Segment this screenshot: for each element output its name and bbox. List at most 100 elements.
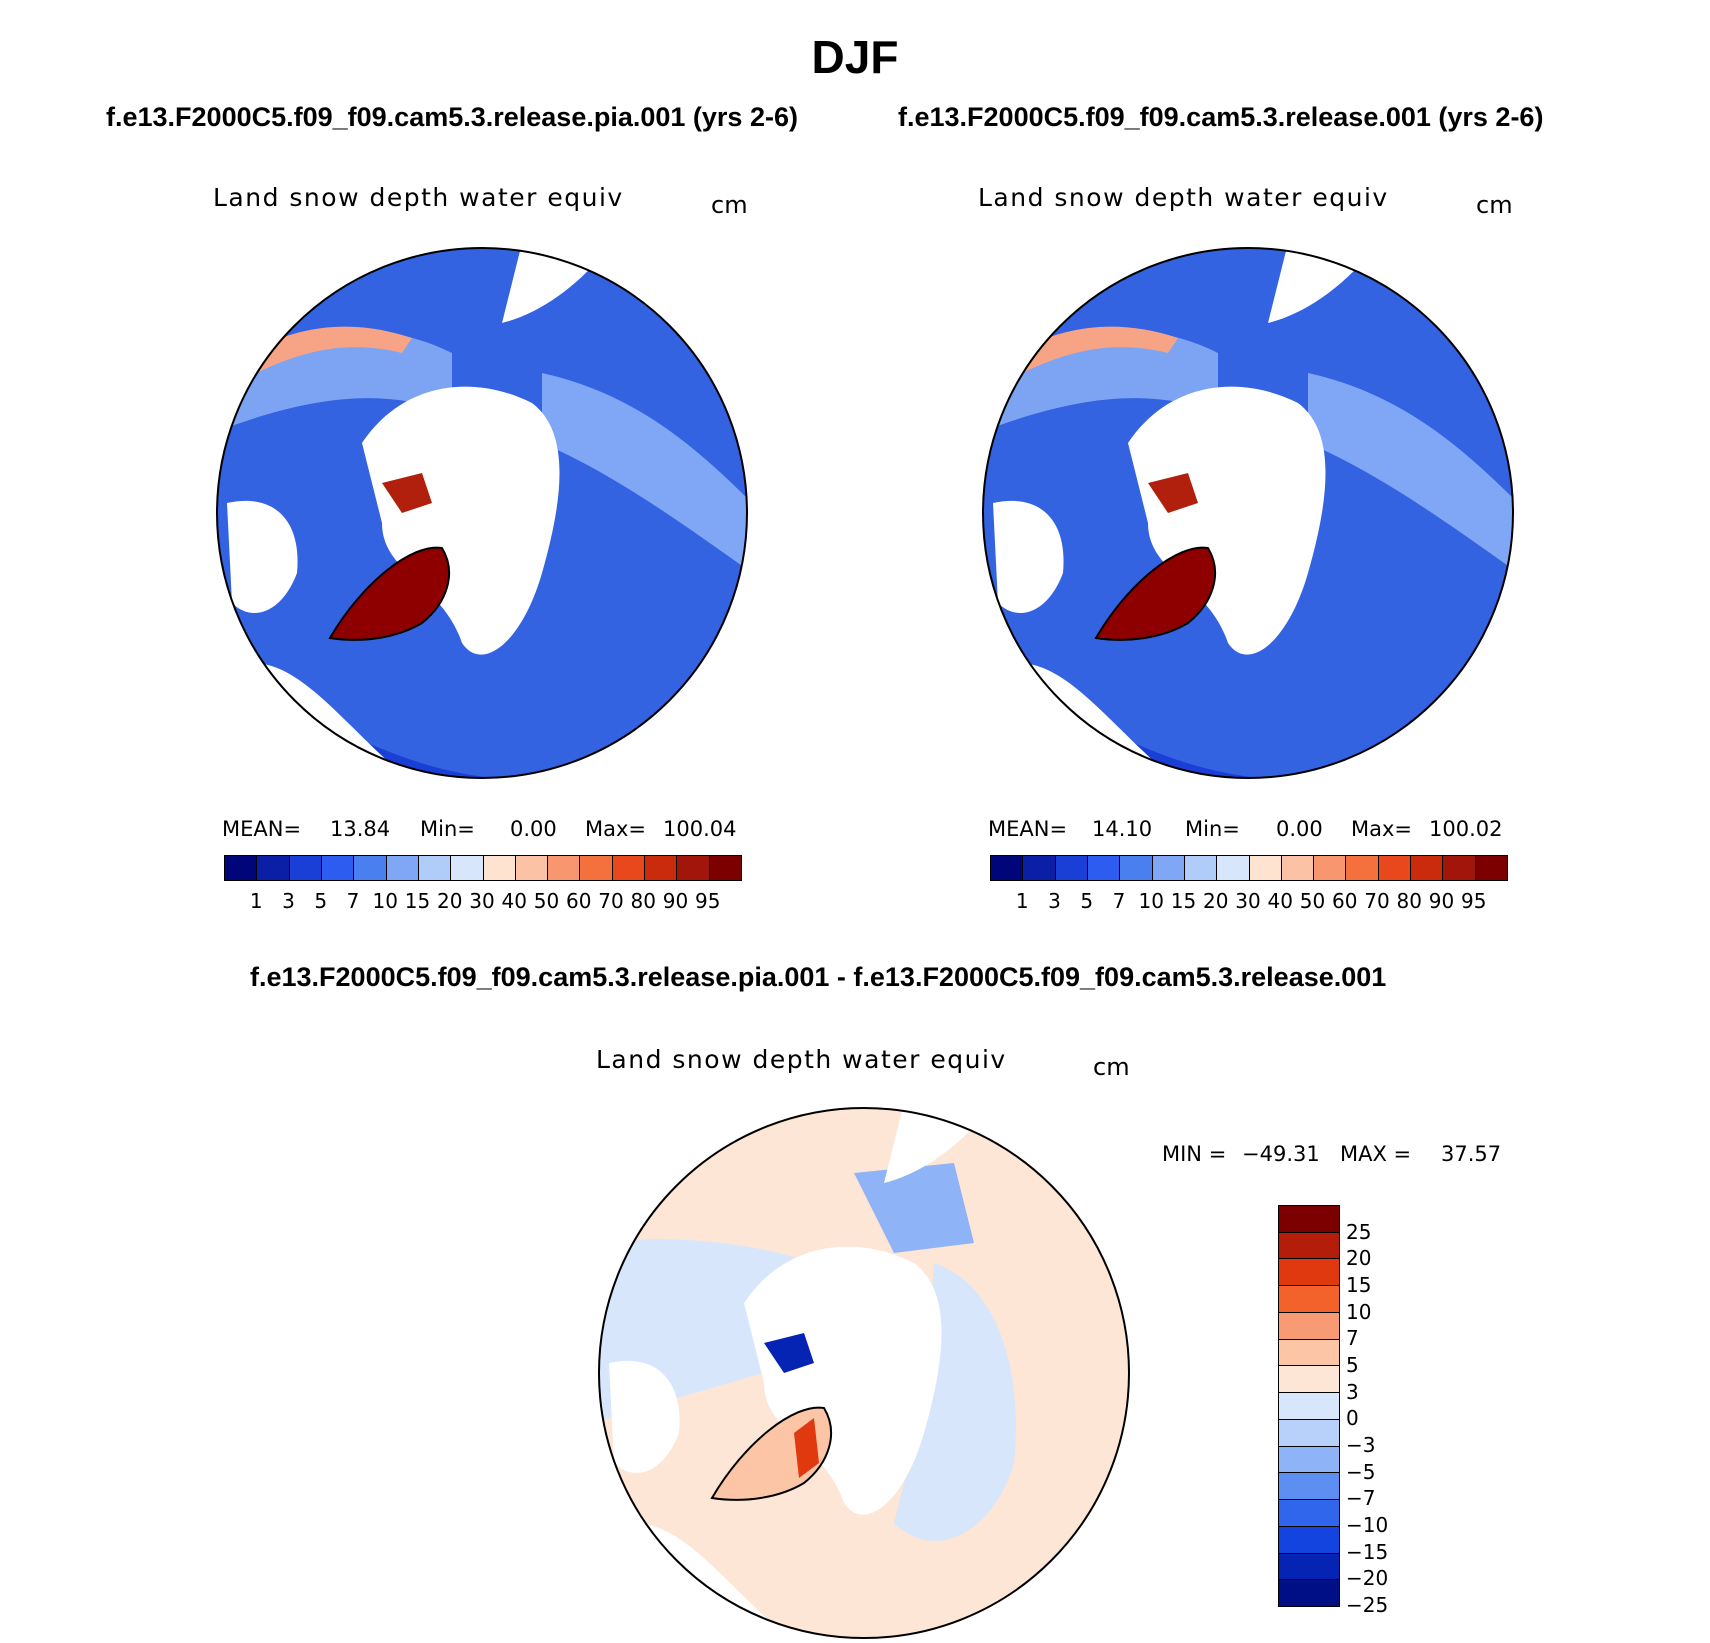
panel1-colorbar-label: 10: [372, 889, 398, 913]
panel1-colorbar-label: 30: [469, 889, 495, 913]
difference-colorbar-label: 15: [1346, 1273, 1372, 1297]
panel1-case-title: f.e13.F2000C5.f09_f09.cam5.3.release.pia…: [106, 102, 798, 132]
difference-colorbar-labels: 25 20 15 10 7 5 3 0 −3 −5 −7 −10 −15 −20…: [1346, 1205, 1466, 1617]
difference-negative-alaska: [854, 1163, 974, 1253]
panel2-min-label: Min=: [1185, 817, 1240, 841]
colorbar-swatch: [289, 856, 322, 880]
panel2-colorbar-label: 50: [1299, 889, 1326, 913]
panel1-colorbar-label: 5: [314, 889, 328, 913]
difference-max-label: MAX =: [1340, 1142, 1412, 1166]
difference-colorbar-label: 25: [1346, 1219, 1372, 1244]
panel1-units: cm: [711, 191, 748, 219]
panel2-mean-label: MEAN=: [988, 817, 1068, 841]
colorbar-swatch: [1279, 1259, 1339, 1287]
panel1-max-value: 100.04: [663, 817, 737, 841]
panel2-hudson-bay: [993, 500, 1064, 613]
panel2-mean-value: 14.10: [1092, 817, 1153, 841]
difference-variable-title: Land snow depth water equiv: [596, 1045, 1007, 1074]
colorbar-swatch: [354, 856, 387, 880]
difference-colorbar-label: 10: [1346, 1299, 1372, 1324]
panel2-colorbar-label: 20: [1203, 889, 1229, 913]
panel2-colorbar-label: 1: [1015, 889, 1029, 913]
panel1-colorbar-label: 7: [346, 889, 360, 913]
panel1-variable-title: Land snow depth water equiv: [213, 183, 624, 212]
colorbar-swatch: [1055, 856, 1088, 880]
colorbar-swatch: [1120, 856, 1153, 880]
colorbar-swatch: [645, 856, 678, 880]
panel2-variable-title: Land snow depth water equiv: [978, 183, 1389, 212]
difference-units: cm: [1093, 1053, 1130, 1081]
colorbar-swatch: [580, 856, 613, 880]
panel2-colorbar-label: 40: [1267, 889, 1293, 913]
colorbar-swatch: [1023, 856, 1056, 880]
difference-colorbar-label: −15: [1346, 1539, 1389, 1564]
colorbar-swatch: [1279, 1580, 1339, 1607]
colorbar-swatch: [1279, 1206, 1339, 1233]
panel2-light-band-east: [1308, 373, 1513, 573]
colorbar-swatch: [709, 856, 741, 880]
colorbar-swatch: [1279, 1419, 1339, 1447]
difference-colorbar-label: −5: [1346, 1459, 1376, 1484]
panel1-colorbar-label: 40: [501, 889, 527, 913]
difference-case-title: f.e13.F2000C5.f09_f09.cam5.3.release.pia…: [250, 962, 1387, 992]
panel1-colorbar-label: 50: [533, 889, 560, 913]
difference-hudson-bay: [609, 1360, 680, 1473]
colorbar-swatch: [1378, 856, 1412, 880]
panel1-colorbar-label: 95: [695, 889, 721, 913]
colorbar-swatch: [1279, 1526, 1339, 1554]
difference-colorbar-label: −20: [1346, 1566, 1389, 1591]
panel1-min-label: Min=: [420, 817, 475, 841]
panel2-max-label: Max=: [1351, 817, 1413, 841]
panel2-colorbar-label: 70: [1364, 889, 1390, 913]
colorbar-swatch: [1279, 1446, 1339, 1474]
panel2-colorbar: [990, 855, 1508, 881]
colorbar-swatch: [1279, 1339, 1339, 1367]
difference-colorbar-label: 0: [1346, 1406, 1359, 1431]
panel2-colorbar-label: 95: [1461, 889, 1487, 913]
panel2-colorbar-label: 90: [1428, 889, 1455, 913]
difference-negative-east: [894, 1263, 1016, 1541]
colorbar-swatch: [1279, 1500, 1339, 1527]
colorbar-swatch: [1184, 856, 1218, 880]
panel2-case-title: f.e13.F2000C5.f09_f09.cam5.3.release.001…: [898, 102, 1544, 132]
panel1-colorbar-label: 80: [630, 889, 656, 913]
difference-colorbar-label: 7: [1346, 1326, 1359, 1351]
panel2-map-boundary: [982, 247, 1514, 779]
difference-ellesmere-negative: [764, 1333, 814, 1373]
difference-colorbar: [1278, 1205, 1340, 1607]
difference-greenland-positive: [794, 1418, 819, 1478]
panel2-max-value: 100.02: [1429, 817, 1503, 841]
difference-colorbar-label: 5: [1346, 1353, 1359, 1377]
colorbar-swatch: [1217, 856, 1250, 880]
colorbar-swatch: [1249, 856, 1282, 880]
colorbar-swatch: [1279, 1473, 1339, 1501]
panel2-colorbar-label: 80: [1396, 889, 1422, 913]
panel2-colorbar-label: 30: [1235, 889, 1261, 913]
panel2-colorbar-label: 7: [1112, 889, 1126, 913]
colorbar-swatch: [515, 856, 549, 880]
colorbar-swatch: [418, 856, 452, 880]
colorbar-swatch: [1279, 1366, 1339, 1394]
difference-min-value: −49.31: [1242, 1142, 1320, 1166]
panel2-units: cm: [1476, 191, 1513, 219]
panel2-colorbar-label: 15: [1170, 889, 1197, 913]
panel1-mean-label: MEAN=: [222, 817, 302, 841]
difference-arctic-ocean: [744, 1246, 942, 1515]
panel1-ellesmere: [382, 473, 432, 513]
panel1-colorbar-label: 15: [404, 889, 431, 913]
colorbar-swatch: [677, 856, 710, 880]
difference-colorbar-label: −7: [1346, 1486, 1376, 1511]
panel2-polar-map: [982, 247, 1514, 779]
colorbar-swatch: [1279, 1553, 1339, 1581]
colorbar-swatch: [1314, 856, 1347, 880]
difference-max-value: 37.57: [1441, 1142, 1502, 1166]
panel1-mean-value: 13.84: [330, 817, 391, 841]
difference-min-label: MIN =: [1162, 1142, 1227, 1166]
panel2-greenland: [1094, 546, 1217, 641]
panel2-colorbar-label: 60: [1332, 889, 1358, 913]
panel1-colorbar-label: 90: [662, 889, 689, 913]
panel1-colorbar-label: 70: [598, 889, 624, 913]
figure-title: DJF: [811, 31, 899, 83]
panel1-max-label: Max=: [585, 817, 647, 841]
panel1-colorbar-label: 3: [282, 889, 295, 913]
